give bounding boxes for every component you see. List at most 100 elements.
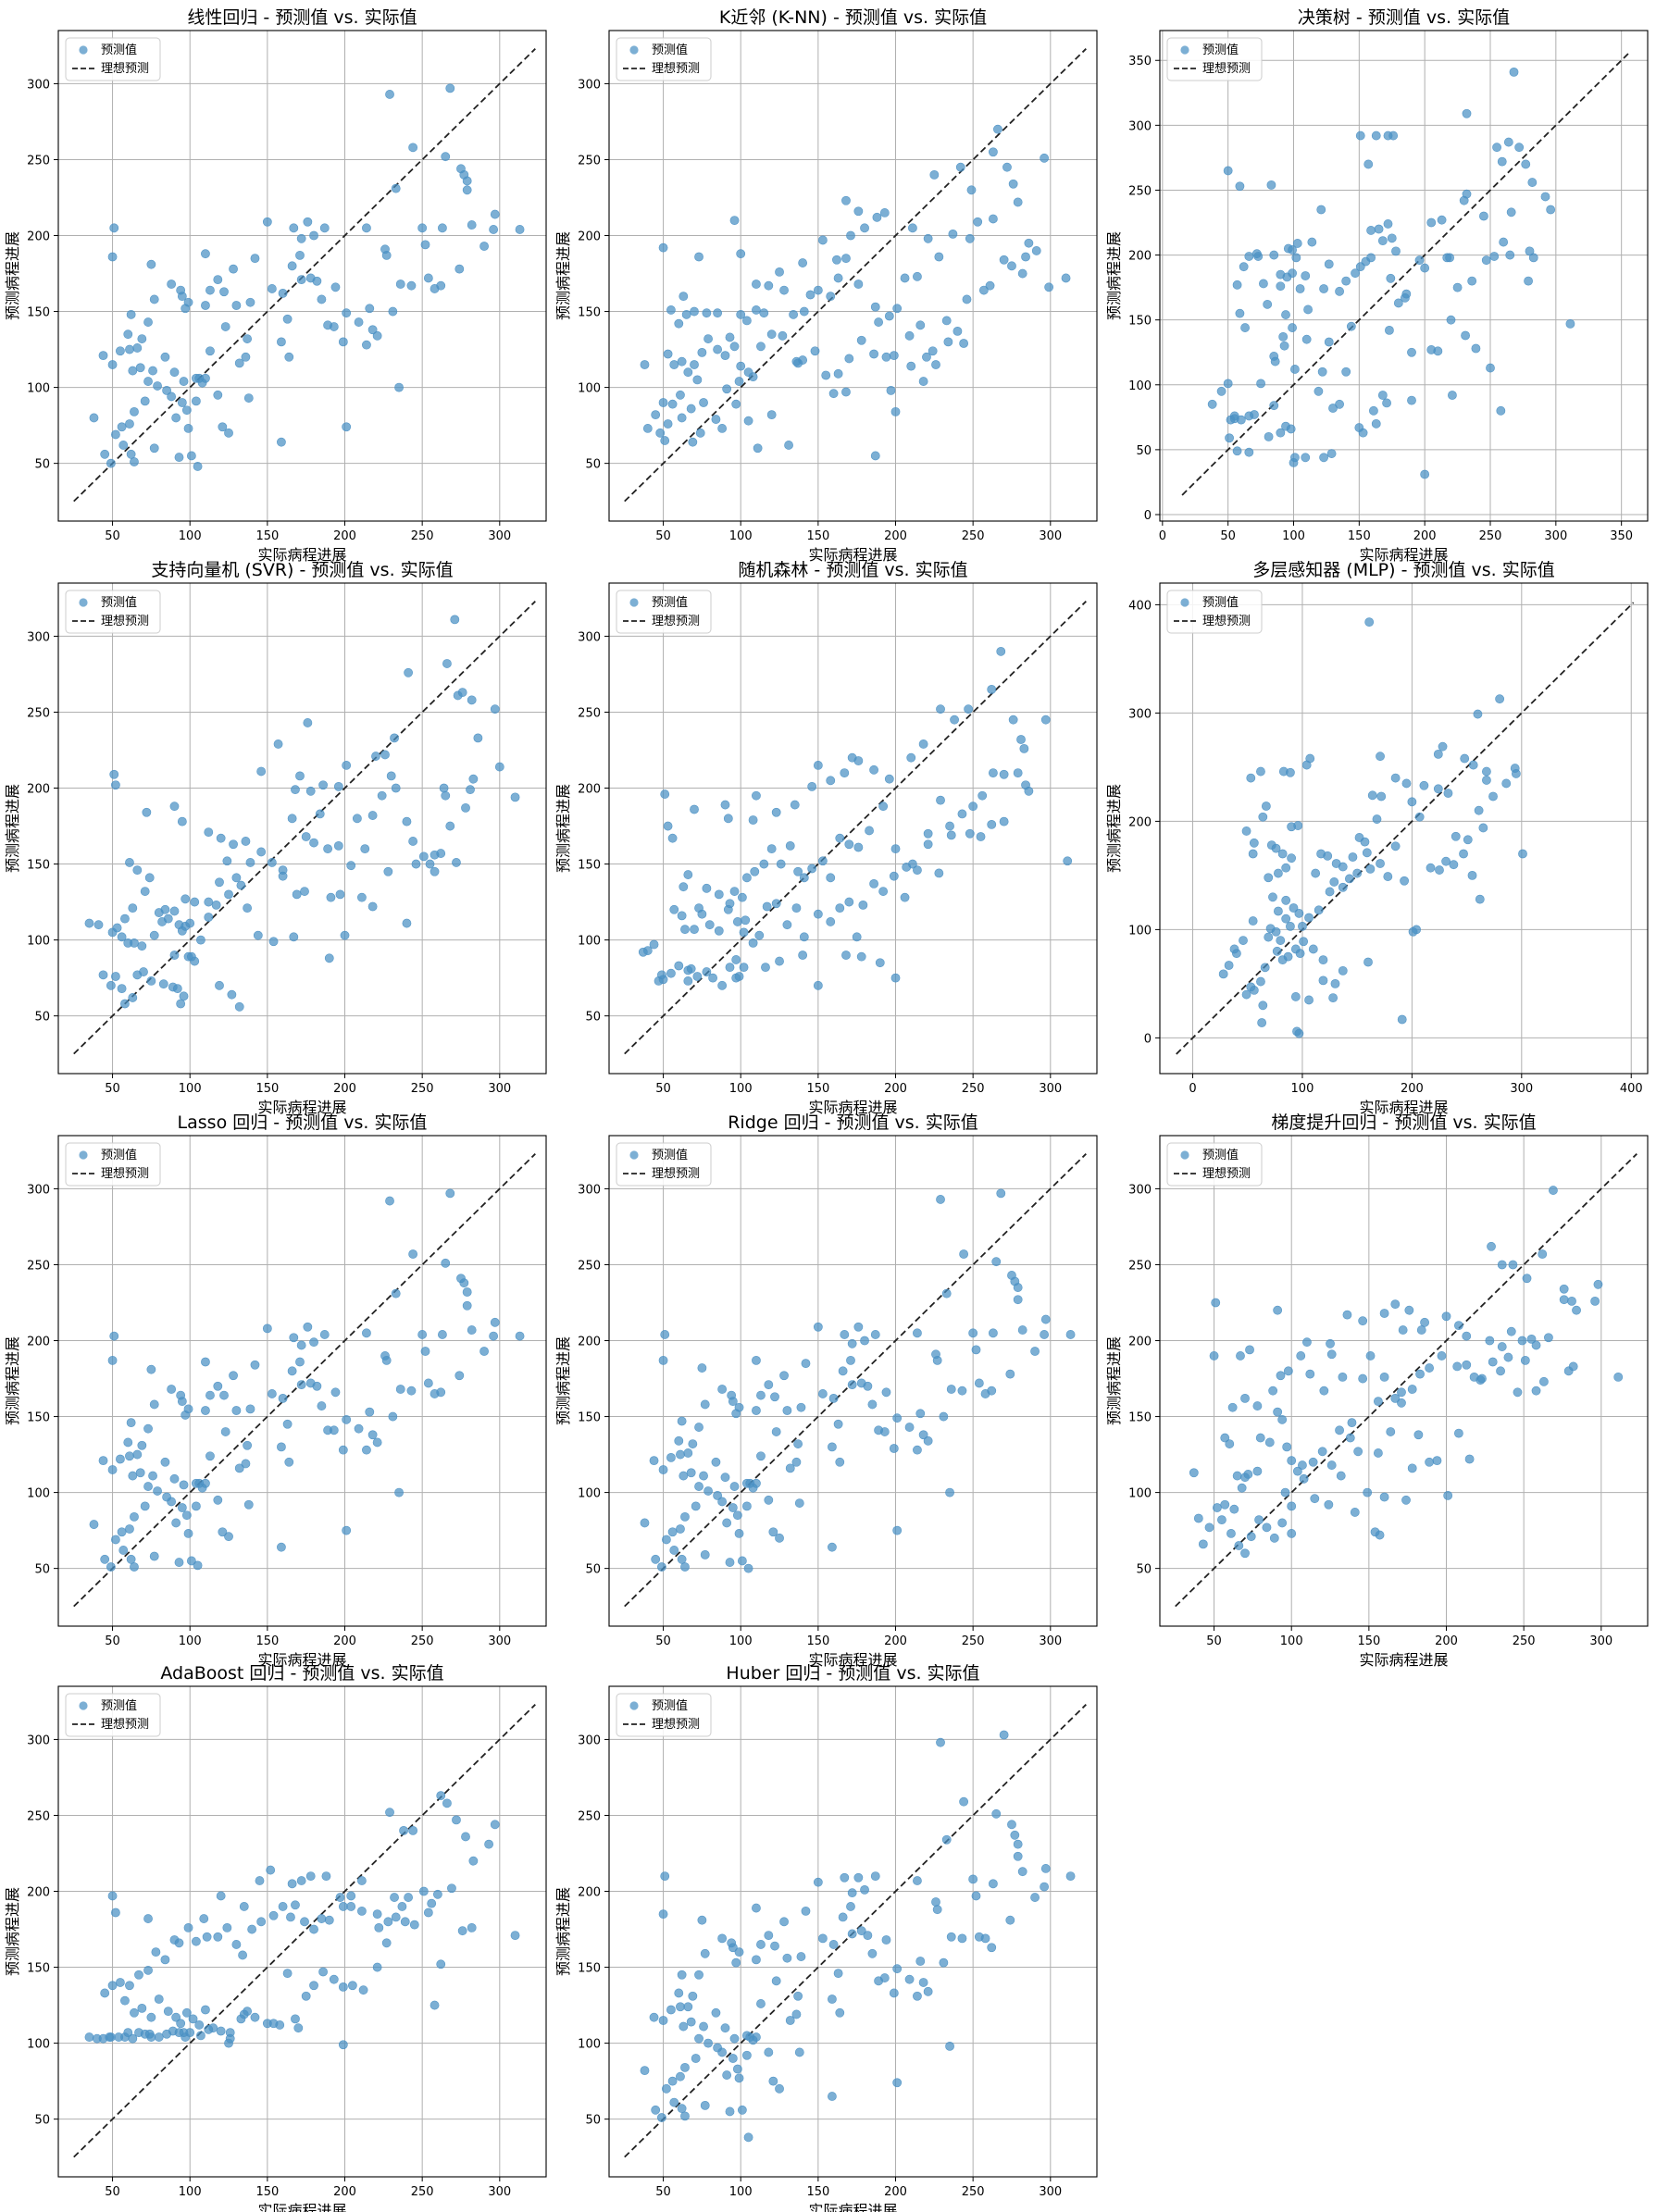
data-point [120, 913, 130, 924]
data-point [708, 973, 717, 983]
x-tick-label: 100 [1282, 529, 1305, 543]
scatter-points [1189, 1186, 1624, 1559]
data-point [874, 1976, 884, 1986]
data-point [1468, 760, 1478, 770]
data-point [869, 764, 878, 775]
data-point [1329, 877, 1339, 887]
y-tick-label: 300 [27, 630, 50, 644]
data-point [489, 225, 499, 234]
data-point [216, 833, 226, 843]
scatter-points [638, 646, 1073, 990]
data-point [908, 223, 917, 233]
data-point [791, 903, 802, 913]
data-point [467, 1325, 477, 1335]
data-point [852, 932, 862, 942]
data-point [771, 1427, 781, 1436]
data-point [395, 1385, 405, 1394]
data-point [1030, 1347, 1040, 1356]
data-point [771, 899, 781, 909]
data-point [1414, 255, 1425, 266]
data-point [677, 356, 687, 367]
data-point [1326, 1460, 1337, 1470]
data-point [360, 844, 370, 854]
data-point [691, 2054, 701, 2063]
data-point [1517, 1336, 1527, 1346]
data-point [169, 906, 180, 916]
data-point [1383, 872, 1393, 881]
y-tick-label: 200 [578, 783, 601, 797]
data-point [732, 1510, 742, 1521]
data-point [658, 1355, 668, 1365]
data-point [791, 1457, 802, 1467]
data-point [1379, 1372, 1389, 1382]
data-point [169, 1935, 180, 1945]
data-point [1268, 1386, 1278, 1396]
data-point [1326, 1349, 1337, 1360]
data-point [957, 809, 967, 819]
data-point [1505, 250, 1515, 260]
data-point [231, 1940, 242, 1949]
chart-title: Huber 回归 - 预测值 vs. 实际值 [726, 1663, 979, 1684]
data-point [666, 2005, 676, 2015]
data-point [737, 1556, 747, 1566]
data-point [391, 1288, 401, 1299]
data-point [989, 768, 998, 778]
data-point [669, 2097, 679, 2107]
subplot-7: 50 100 150 200 250 30050100150200250300Lasso … [4, 1112, 547, 1669]
data-point [878, 887, 889, 896]
data-point [1369, 405, 1378, 416]
data-point [222, 856, 232, 866]
data-point [181, 2007, 192, 2018]
data-point [965, 233, 975, 243]
data-point [950, 715, 959, 725]
data-point [996, 1188, 1006, 1199]
data-point [171, 2012, 181, 2022]
data-point [1255, 1433, 1265, 1443]
data-point [640, 2066, 650, 2076]
ideal-line [624, 601, 1087, 1055]
data-point [292, 889, 302, 900]
data-point [1335, 1425, 1344, 1435]
data-point [149, 443, 159, 454]
data-point [213, 1381, 223, 1391]
data-point [1245, 1345, 1254, 1355]
data-point [160, 1457, 170, 1467]
y-tick-label: 150 [1128, 315, 1152, 329]
data-point [120, 999, 130, 1009]
data-point [717, 980, 728, 990]
data-point [213, 390, 223, 400]
data-point [748, 372, 758, 382]
data-point [971, 1891, 981, 1901]
data-point [1031, 246, 1041, 255]
ideal-line [624, 48, 1087, 503]
ideal-line [73, 1153, 536, 1608]
data-point [107, 1355, 118, 1365]
data-point [847, 1380, 857, 1390]
data-point [913, 865, 922, 876]
data-point [1264, 1437, 1275, 1448]
data-point [309, 1981, 318, 1991]
data-point [174, 453, 184, 462]
data-point [183, 1529, 193, 1538]
data-point [225, 2028, 235, 2038]
data-point [515, 225, 525, 234]
data-point [1319, 1386, 1329, 1396]
data-point [720, 2023, 730, 2033]
data-point [826, 917, 836, 926]
data-point [923, 1986, 933, 1996]
data-point [146, 259, 156, 269]
data-point [817, 1389, 828, 1398]
data-point [699, 1471, 708, 1481]
x-tick-label: 200 [333, 529, 356, 543]
data-point [367, 901, 378, 912]
y-tick-label: 150 [578, 1411, 601, 1425]
data-point [106, 458, 116, 468]
data-point [759, 859, 769, 869]
data-point [702, 308, 712, 318]
data-point [1426, 863, 1436, 873]
data-point [729, 1482, 740, 1491]
data-point [872, 212, 882, 222]
data-point [662, 2083, 671, 2094]
data-point [418, 1886, 429, 1896]
